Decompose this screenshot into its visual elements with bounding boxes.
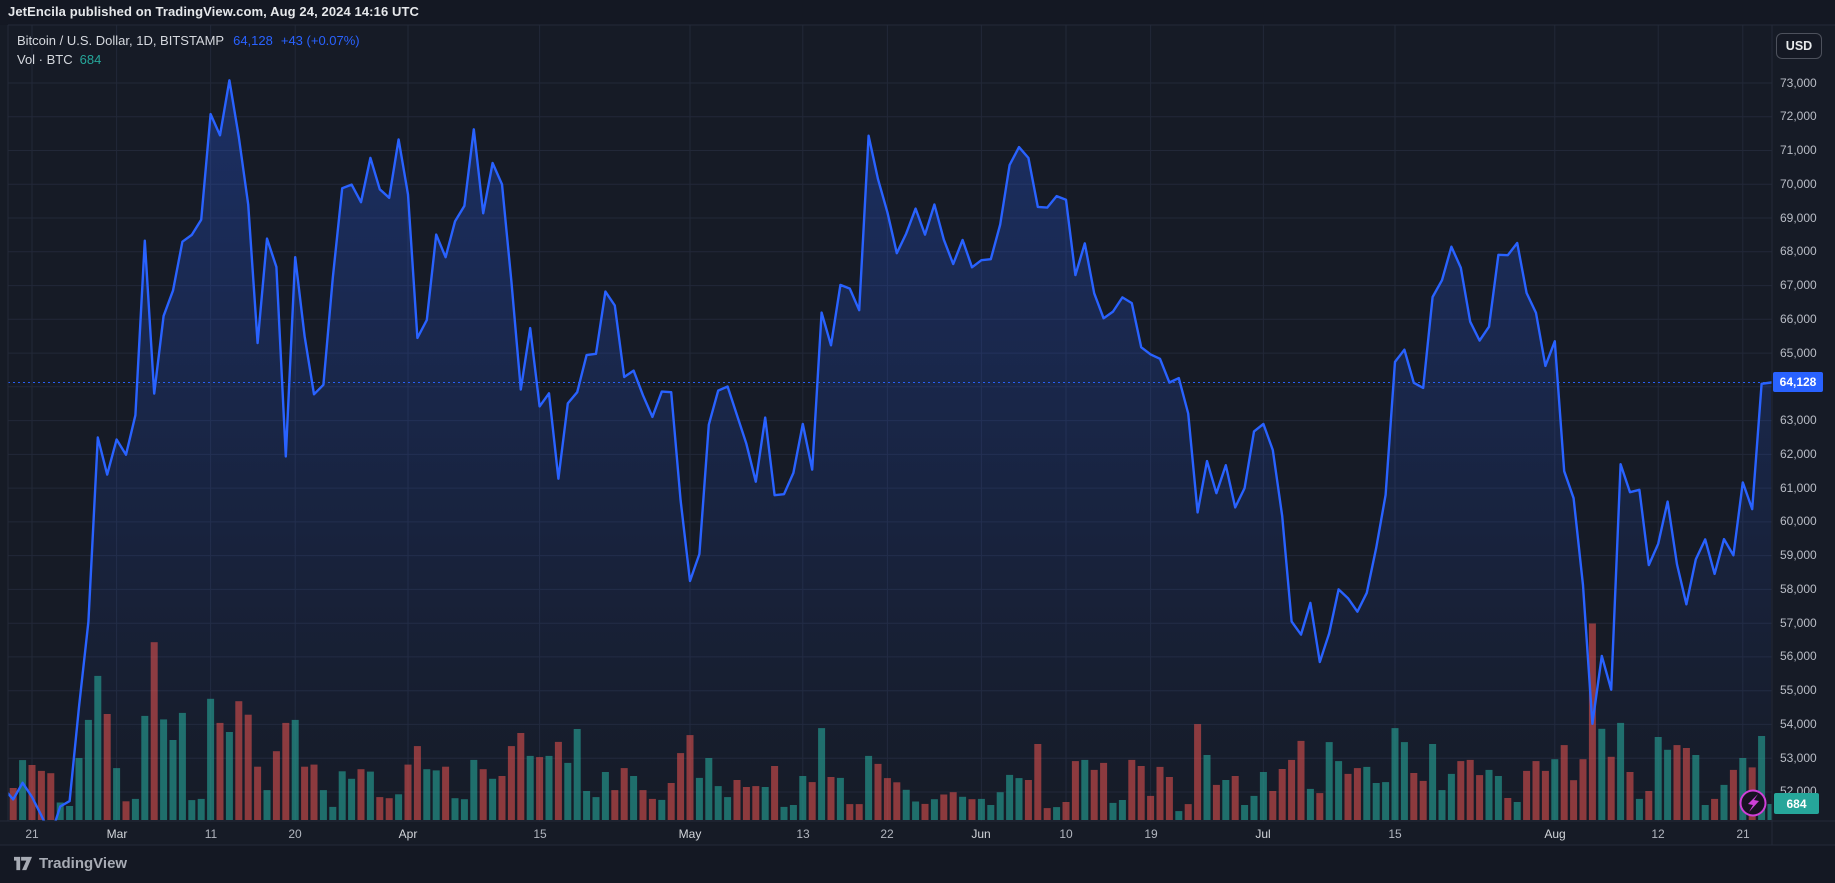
price-tick-label: 66,000 xyxy=(1780,312,1817,326)
tradingview-watermark: TradingView xyxy=(14,855,127,872)
month-tick-label: Mar xyxy=(106,827,128,841)
month-tick-label: Apr xyxy=(398,827,418,841)
price-tick-label: 61,000 xyxy=(1780,481,1817,495)
price-tick-label: 65,000 xyxy=(1780,346,1817,360)
currency-toggle-button[interactable]: USD xyxy=(1776,33,1822,59)
symbol-title: Bitcoin / U.S. Dollar, 1D, BITSTAMP xyxy=(17,33,225,48)
last-price: 64,128 xyxy=(233,33,273,48)
day-tick-label: 21 xyxy=(1736,827,1750,841)
price-tick-label: 57,000 xyxy=(1780,616,1817,630)
publisher-avatar-marker xyxy=(1739,789,1767,817)
price-tick-label: 71,000 xyxy=(1780,143,1817,157)
day-tick-label: 10 xyxy=(1059,827,1073,841)
volume-value: 684 xyxy=(79,52,102,67)
day-tick-label: 12 xyxy=(1651,827,1665,841)
month-tick-label: Jun xyxy=(971,827,991,841)
day-tick-label: 13 xyxy=(796,827,810,841)
price-tick-label: 59,000 xyxy=(1780,548,1817,562)
price-tick-label: 63,000 xyxy=(1780,413,1817,427)
last-price-badge: 64,128 xyxy=(1773,372,1823,392)
day-tick-label: 20 xyxy=(288,827,302,841)
price-tick-label: 69,000 xyxy=(1780,211,1817,225)
month-tick-label: Jul xyxy=(1255,827,1271,841)
day-tick-label: 11 xyxy=(204,827,218,841)
day-tick-label: 15 xyxy=(1388,827,1402,841)
price-line xyxy=(8,79,1772,821)
day-tick-label: 22 xyxy=(880,827,894,841)
price-tick-label: 62,000 xyxy=(1780,447,1817,461)
price-tick-label: 68,000 xyxy=(1780,244,1817,258)
price-tick-label: 70,000 xyxy=(1780,177,1817,191)
volume-row[interactable]: Vol · BTC 684 xyxy=(17,50,360,69)
last-volume-badge: 684 xyxy=(1774,793,1819,814)
price-tick-label: 55,000 xyxy=(1780,683,1817,697)
chart-legend: Bitcoin / U.S. Dollar, 1D, BITSTAMP 64,12… xyxy=(17,31,360,69)
month-tick-label: Aug xyxy=(1544,827,1566,841)
day-tick-label: 19 xyxy=(1144,827,1158,841)
attribution-text: JetEncila published on TradingView.com, … xyxy=(8,4,420,19)
price-change: +43 (+0.07%) xyxy=(280,33,360,48)
symbol-row[interactable]: Bitcoin / U.S. Dollar, 1D, BITSTAMP 64,12… xyxy=(17,31,360,50)
tradingview-logo-icon xyxy=(14,856,32,871)
day-tick-label: 15 xyxy=(533,827,547,841)
price-tick-label: 67,000 xyxy=(1780,278,1817,292)
day-tick-label: 21 xyxy=(25,827,39,841)
price-tick-label: 54,000 xyxy=(1780,717,1817,731)
price-tick-label: 58,000 xyxy=(1780,582,1817,596)
price-tick-label: 56,000 xyxy=(1780,649,1817,663)
price-tick-label: 53,000 xyxy=(1780,751,1817,765)
month-tick-label: May xyxy=(678,827,702,841)
price-tick-label: 72,000 xyxy=(1780,109,1817,123)
volume-study-label: Vol · BTC xyxy=(17,52,73,67)
price-tick-label: 60,000 xyxy=(1780,514,1817,528)
price-tick-label: 73,000 xyxy=(1780,76,1817,90)
volume-bars xyxy=(9,623,1772,820)
tradingview-logo-text: TradingView xyxy=(39,855,128,872)
